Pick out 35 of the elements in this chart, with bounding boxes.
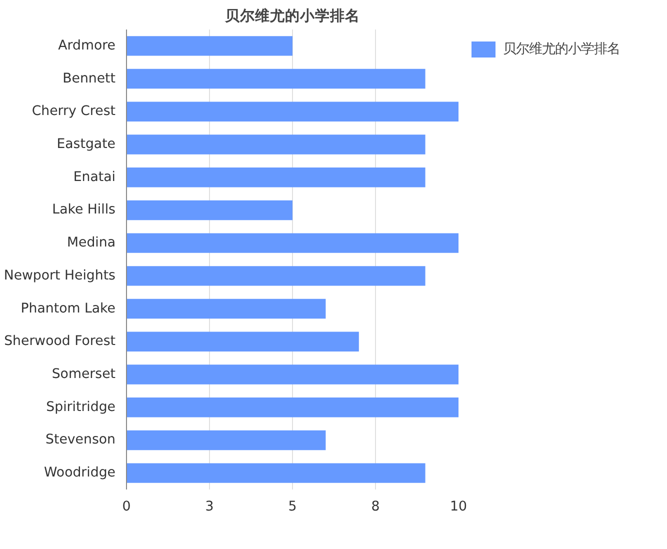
y-tick-label: Lake Hills — [52, 202, 116, 218]
y-tick-label: Spiritridge — [46, 400, 116, 415]
x-tick-label: 8 — [371, 500, 380, 514]
chart-title: 贝尔维尤的小学排名 — [224, 6, 360, 24]
y-tick-label: Sherwood Forest — [4, 334, 116, 350]
y-tick-label: Ardmore — [58, 38, 116, 54]
bar — [126, 398, 458, 418]
x-tick-label: 3 — [205, 500, 214, 514]
bar — [126, 200, 292, 220]
bar — [126, 134, 426, 154]
bar — [126, 364, 458, 384]
bar — [126, 168, 426, 188]
x-tick-label: 10 — [450, 500, 467, 514]
y-tick-label: Woodridge — [44, 466, 116, 481]
x-tick-label: 0 — [122, 500, 131, 514]
bar — [126, 102, 458, 122]
y-tick-label: Newport Heights — [4, 268, 116, 284]
bar — [126, 233, 458, 253]
bar — [126, 266, 426, 286]
y-tick-label: Cherry Crest — [32, 104, 116, 120]
x-tick-label: 5 — [288, 500, 297, 514]
y-tick-label: Bennett — [62, 71, 116, 86]
y-tick-label: Somerset — [52, 367, 116, 382]
y-tick-label: Medina — [67, 236, 116, 251]
bar — [126, 68, 426, 89]
bar — [126, 430, 326, 450]
y-tick-label: Eastgate — [56, 137, 116, 152]
y-tick-label: Stevenson — [46, 432, 116, 448]
bar — [126, 332, 359, 352]
y-tick-label: Phantom Lake — [20, 301, 116, 316]
y-tick-label: Enatai — [73, 170, 116, 185]
legend-label: 贝尔维尤的小学排名 — [503, 40, 620, 58]
bar — [126, 463, 426, 483]
bar — [126, 298, 326, 319]
bar — [126, 36, 292, 56]
